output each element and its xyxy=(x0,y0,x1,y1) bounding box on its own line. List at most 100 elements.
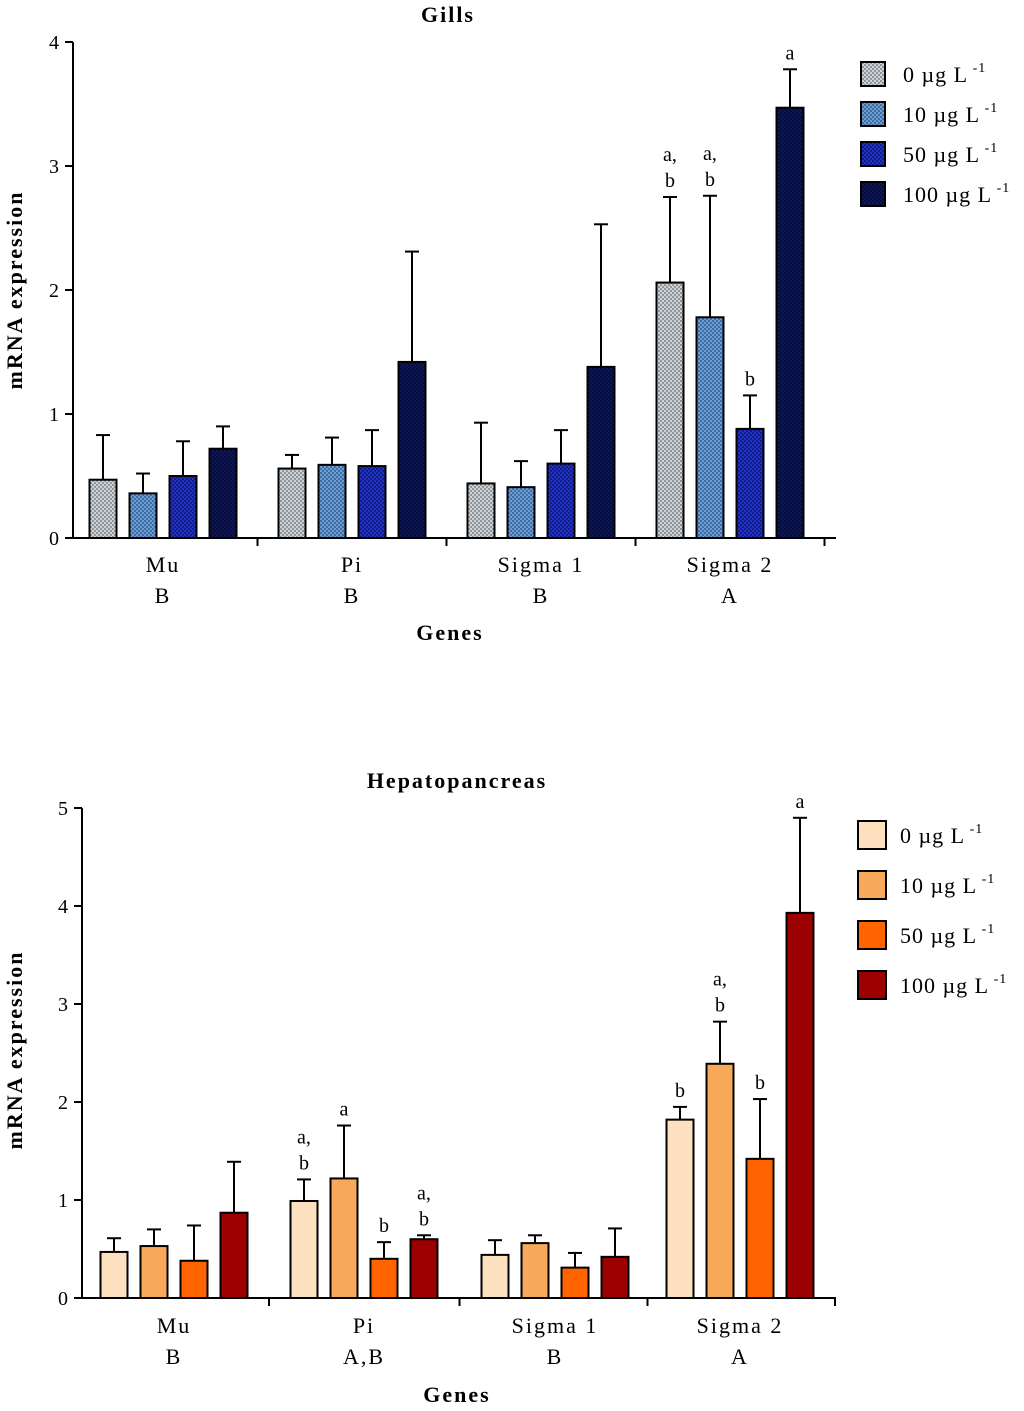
y-tick-label: 2 xyxy=(58,1092,68,1114)
y-tick-label: 3 xyxy=(58,994,68,1016)
bar xyxy=(219,1211,249,1299)
bar xyxy=(665,1118,695,1300)
y-tick-label: 4 xyxy=(49,32,59,54)
bar xyxy=(695,316,725,539)
group-letter-label: B xyxy=(344,583,361,608)
x-tick-label: Pi xyxy=(341,552,363,577)
significance-label: b xyxy=(419,1208,429,1230)
bar xyxy=(179,1259,209,1300)
bar xyxy=(745,1157,775,1299)
bar xyxy=(775,106,805,539)
bar xyxy=(480,1253,510,1300)
significance-label: b xyxy=(745,368,755,390)
legend-swatch xyxy=(857,870,887,900)
legend-swatch xyxy=(860,181,886,207)
bar xyxy=(506,486,536,540)
bar xyxy=(397,360,427,540)
x-tick-label: Sigma 2 xyxy=(687,552,774,577)
significance-label: a, xyxy=(297,1126,311,1148)
chart-title: Gills xyxy=(421,2,475,27)
legend-swatch xyxy=(857,970,887,1000)
x-tick-label: Sigma 1 xyxy=(512,1313,599,1338)
legend-label: 50 µg L -1 xyxy=(903,141,998,167)
group-letter-label: B xyxy=(533,583,550,608)
significance-label: b xyxy=(755,1072,765,1094)
legend-swatch xyxy=(860,101,886,127)
legend-label: 10 µg L -1 xyxy=(900,872,995,898)
y-axis-label: mRNA expression xyxy=(2,951,27,1150)
bar xyxy=(168,475,198,539)
bar xyxy=(466,482,496,540)
bar xyxy=(128,492,158,539)
significance-label: a, xyxy=(417,1182,431,1204)
bar xyxy=(586,365,616,539)
significance-label: b xyxy=(299,1152,309,1174)
significance-label: b xyxy=(715,995,725,1017)
legend-label: 0 µg L -1 xyxy=(903,61,986,87)
bar xyxy=(317,463,347,539)
bar xyxy=(88,478,118,539)
bar xyxy=(785,911,815,1299)
significance-label: a xyxy=(796,791,805,813)
significance-label: b xyxy=(379,1215,389,1237)
hepatopancreas-legend: 0 µg L -1 10 µg L -1 50 µg L -1 100 µg L -1 xyxy=(857,820,1007,1000)
group-letter-label: B xyxy=(547,1344,564,1369)
significance-label: a, xyxy=(713,969,727,991)
significance-label: b xyxy=(705,169,715,191)
group-letter-label: A xyxy=(721,583,739,608)
legend-swatch xyxy=(857,820,887,850)
bar xyxy=(409,1238,439,1299)
legend-label: 0 µg L -1 xyxy=(900,822,983,848)
legend-label: 100 µg L -1 xyxy=(900,972,1007,998)
y-tick-label: 2 xyxy=(49,280,59,302)
significance-label: b xyxy=(665,170,675,192)
hepatopancreas-chart: Hepatopancreas mRNA expression Genes 0 1 2… xyxy=(2,768,1007,1407)
group-letter-label: A,B xyxy=(343,1344,385,1369)
bar xyxy=(600,1255,630,1299)
x-axis-label: Genes xyxy=(416,620,483,645)
gills-marks: 0 1 2 3 4 Mu B Pi B Sigma 1 B Sigma 2 Aa, b a, b b a xyxy=(49,32,836,608)
bar xyxy=(520,1242,550,1299)
x-tick-label: Pi xyxy=(353,1313,375,1338)
x-axis-label: Genes xyxy=(423,1382,490,1407)
group-letter-label: B xyxy=(166,1344,183,1369)
y-tick-label: 4 xyxy=(58,896,68,918)
bar xyxy=(329,1177,359,1299)
bar xyxy=(546,462,576,540)
bar xyxy=(208,447,238,539)
significance-label: a, xyxy=(703,143,717,165)
y-tick-label: 0 xyxy=(49,528,59,550)
significance-label: a xyxy=(340,1099,349,1121)
bar xyxy=(705,1062,735,1300)
legend-label: 50 µg L -1 xyxy=(900,922,995,948)
x-tick-label: Mu xyxy=(146,552,181,577)
legend-swatch xyxy=(860,61,886,87)
bar xyxy=(277,467,307,539)
bar xyxy=(655,281,685,539)
group-letter-label: A xyxy=(731,1344,749,1369)
bar xyxy=(560,1266,590,1299)
bar xyxy=(357,465,387,539)
bar xyxy=(369,1257,399,1300)
gills-legend: 0 µg L -1 10 µg L -1 50 µg L -1 100 µg L -1 xyxy=(860,61,1010,207)
x-tick-label: Sigma 1 xyxy=(498,552,585,577)
x-tick-label: Mu xyxy=(157,1313,192,1338)
y-tick-label: 0 xyxy=(58,1288,68,1310)
y-axis-label: mRNA expression xyxy=(2,191,27,390)
legend-swatch xyxy=(860,141,886,167)
group-letter-label: B xyxy=(155,583,172,608)
gills-chart: Gills mRNA expression Genes 01234MuBPiBS… xyxy=(2,2,1010,645)
bar xyxy=(139,1245,169,1300)
x-tick-label: Sigma 2 xyxy=(697,1313,784,1338)
significance-label: b xyxy=(675,1080,685,1102)
chart-title: Hepatopancreas xyxy=(367,768,547,793)
significance-label: a, xyxy=(663,144,677,166)
bar xyxy=(735,427,765,540)
legend-label: 100 µg L -1 xyxy=(903,181,1010,207)
legend-swatch xyxy=(857,920,887,950)
significance-label: a xyxy=(786,42,795,64)
y-tick-label: 3 xyxy=(49,156,59,178)
y-tick-label: 5 xyxy=(58,798,68,820)
